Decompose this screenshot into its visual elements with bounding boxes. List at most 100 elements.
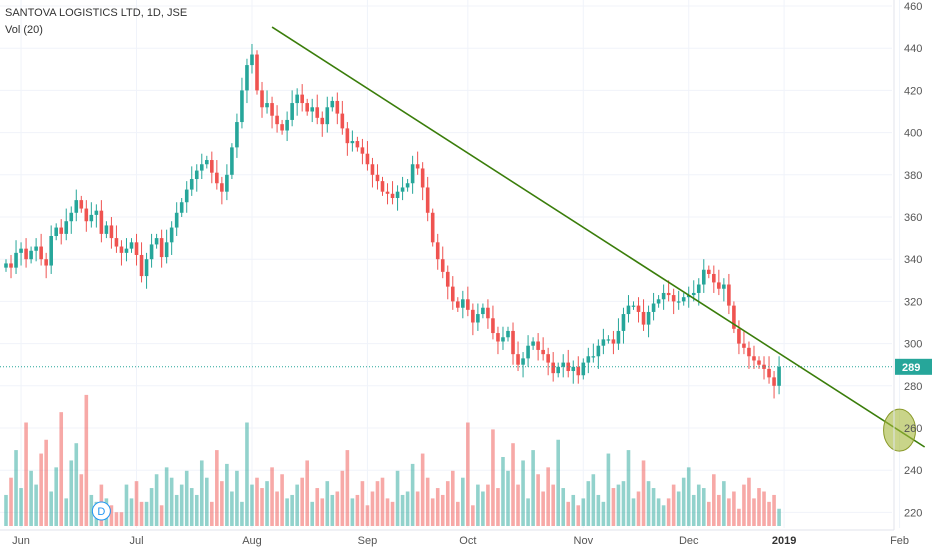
- candle-body: [385, 191, 390, 194]
- volume-bar: [676, 491, 681, 526]
- candle-body: [149, 244, 154, 260]
- candle-body: [49, 235, 53, 266]
- time-axis[interactable]: Jun Jul Aug Sep Oct Nov Dec 2019 Feb: [12, 535, 909, 547]
- volume-bar: [29, 470, 33, 526]
- volume-bar: [4, 494, 8, 526]
- candle-body: [576, 366, 581, 376]
- volume-bar: [430, 498, 435, 526]
- volume-bar: [641, 460, 646, 526]
- volume-bar: [119, 512, 124, 526]
- volume-bar: [400, 494, 405, 526]
- candle-body: [757, 360, 761, 365]
- candle-body: [184, 189, 189, 203]
- candle-body: [154, 238, 159, 245]
- volume-bar: [69, 460, 74, 526]
- volume-bar: [546, 467, 550, 526]
- candle-body: [270, 103, 274, 116]
- volume-indicator-label[interactable]: Vol (20): [5, 24, 43, 36]
- volume-bar: [511, 443, 515, 526]
- volume-bar: [74, 443, 79, 526]
- time-tick-label: Jul: [129, 535, 143, 547]
- candle-body: [210, 160, 214, 173]
- volume-bar: [450, 470, 455, 526]
- volume-bar: [471, 505, 475, 526]
- volume-bar: [506, 470, 510, 526]
- volume-bar: [235, 470, 239, 526]
- volume-bar: [295, 484, 299, 526]
- volume-bar: [481, 491, 485, 526]
- candle-body: [355, 141, 360, 148]
- volume-bar: [456, 501, 460, 526]
- candle-body: [295, 94, 299, 104]
- candle-body: [365, 153, 370, 165]
- time-tick-label: 2019: [772, 535, 796, 547]
- volume-bar: [205, 477, 209, 526]
- volume-bar: [521, 460, 525, 526]
- volume-bar: [712, 474, 716, 526]
- volume-bar: [39, 453, 43, 526]
- candle-body: [511, 330, 515, 355]
- candle-body: [526, 345, 530, 359]
- price-tick-label: 420: [904, 85, 922, 97]
- candle-body: [14, 252, 18, 268]
- candle-body: [661, 292, 666, 300]
- candle-body: [466, 299, 470, 310]
- volume-bar: [466, 422, 470, 526]
- volume-bar: [516, 484, 520, 526]
- volume-bar: [526, 498, 530, 526]
- volume-bar: [210, 501, 214, 526]
- volume-bar: [275, 491, 279, 526]
- volume-bar: [174, 494, 179, 526]
- dividend-marker[interactable]: D: [91, 501, 111, 521]
- candle-body: [611, 339, 616, 344]
- volume-bar: [395, 470, 400, 526]
- volume-bar: [230, 491, 234, 526]
- candle-body: [571, 366, 576, 372]
- time-tick-label: Nov: [574, 535, 594, 547]
- volume-bar: [265, 481, 269, 526]
- candle-body: [179, 202, 184, 213]
- candle-body: [265, 103, 269, 108]
- candle-body: [606, 339, 611, 341]
- candle-body: [476, 314, 480, 323]
- candle-body: [164, 242, 169, 258]
- candle-body: [74, 200, 79, 213]
- candle-body: [29, 250, 33, 260]
- volume-bar: [325, 481, 330, 526]
- volume-bar: [752, 498, 756, 526]
- candle-body: [300, 94, 304, 104]
- candle-body: [737, 328, 741, 344]
- candle-body: [4, 263, 8, 268]
- volume-bar: [84, 394, 89, 526]
- volume-bar: [345, 450, 350, 526]
- highlight-circle[interactable]: [883, 408, 917, 452]
- volume-bar: [701, 488, 706, 526]
- candle-body: [310, 107, 315, 112]
- candle-body: [59, 227, 64, 234]
- time-tick-label: Oct: [459, 535, 476, 547]
- candle-body: [124, 248, 129, 253]
- volume-bar: [747, 477, 751, 526]
- candle-body: [194, 170, 199, 180]
- candle-body: [430, 212, 435, 243]
- volume-bar: [737, 508, 741, 526]
- volume-bar: [732, 491, 736, 526]
- volume-bar: [772, 494, 776, 526]
- candle-body: [129, 242, 134, 249]
- price-axis[interactable]: 220 240 260 280 300 320 340 360 380 400 420 440 460: [904, 1, 922, 519]
- candle-body: [54, 227, 58, 236]
- volume-bar: [390, 501, 395, 526]
- volume-bar: [154, 474, 159, 526]
- candle-body: [621, 314, 626, 331]
- candlesticks[interactable]: [4, 43, 781, 399]
- candle-body: [676, 301, 681, 303]
- trendline[interactable]: [271, 26, 926, 448]
- candle-body: [425, 187, 430, 213]
- candle-body: [732, 305, 736, 329]
- volume-bar: [280, 474, 284, 526]
- candle-body: [486, 307, 490, 319]
- volume-bar: [576, 505, 581, 526]
- candle-body: [546, 354, 550, 363]
- volume-bar: [149, 488, 154, 526]
